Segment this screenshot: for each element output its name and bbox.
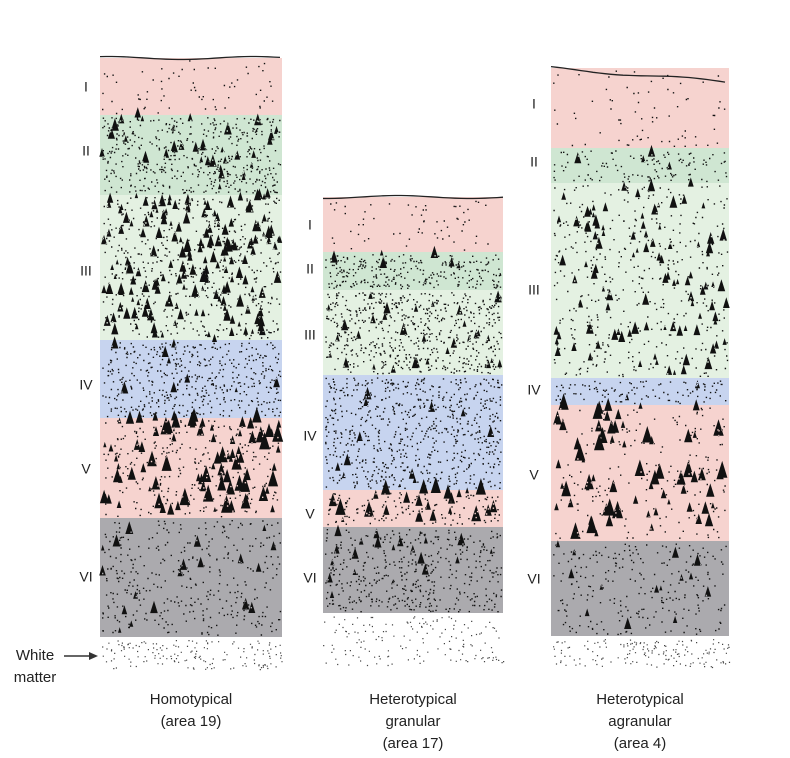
layer-label: V: [529, 467, 539, 483]
layer-band: [551, 183, 729, 378]
layer-label: III: [80, 263, 92, 279]
layer-label: III: [528, 282, 540, 298]
layer-band: [100, 518, 282, 637]
column-caption: (area 4): [614, 735, 667, 752]
column-caption: granular: [385, 713, 440, 730]
cell-texture: [325, 290, 503, 375]
layer-label: IV: [79, 377, 93, 393]
layer-band: [551, 148, 729, 183]
layer-band: [100, 58, 282, 115]
cell-texture: [553, 393, 728, 539]
cell-texture: [102, 334, 282, 418]
layer-label: II: [82, 143, 90, 159]
layer-label: IV: [527, 382, 541, 398]
column-caption: Heterotypical: [369, 691, 457, 708]
pial-surface: [99, 55, 281, 61]
white-matter-text: matter: [14, 669, 57, 686]
layer-band: [323, 527, 503, 613]
cell-texture: [101, 188, 283, 340]
column-caption: Heterotypical: [596, 691, 684, 708]
cell-texture: [325, 377, 503, 489]
layer-band: [323, 252, 503, 290]
layer-label: II: [530, 154, 538, 170]
layer-label: VI: [527, 571, 540, 587]
column-caption: agranular: [608, 713, 671, 730]
layer-label: V: [305, 506, 315, 522]
layer-label: I: [308, 217, 312, 233]
white-matter-label: White matter: [14, 647, 98, 686]
layer-label: IV: [303, 428, 317, 444]
white-matter-texture: [102, 640, 283, 671]
cell-texture: [99, 520, 282, 636]
layer-label: VI: [79, 569, 92, 585]
layer-label: I: [84, 79, 88, 95]
layer-band: [551, 541, 729, 636]
arrow-head: [89, 652, 98, 660]
cell-texture: [327, 476, 500, 526]
white-matter-text: White: [16, 647, 54, 664]
white-matter-texture: [323, 616, 505, 667]
cell-texture: [99, 407, 284, 518]
cell-texture: [553, 177, 730, 378]
layer-band: [100, 115, 282, 195]
white-matter-texture: [553, 639, 731, 669]
column-caption: (area 17): [383, 735, 444, 752]
layer-label: I: [532, 96, 536, 112]
layer-band: [323, 197, 503, 252]
pial-surface: [323, 194, 504, 200]
pial-surface: [550, 65, 726, 83]
layer-label: VI: [303, 570, 316, 586]
column-caption: (area 19): [161, 713, 222, 730]
cell-texture: [325, 245, 502, 290]
column-caption: Homotypical: [150, 691, 233, 708]
layer-label: II: [306, 261, 314, 277]
layer-band: [551, 68, 729, 148]
layer-label: III: [304, 327, 316, 343]
layer-band: [323, 290, 503, 375]
layer-label: V: [81, 461, 91, 477]
